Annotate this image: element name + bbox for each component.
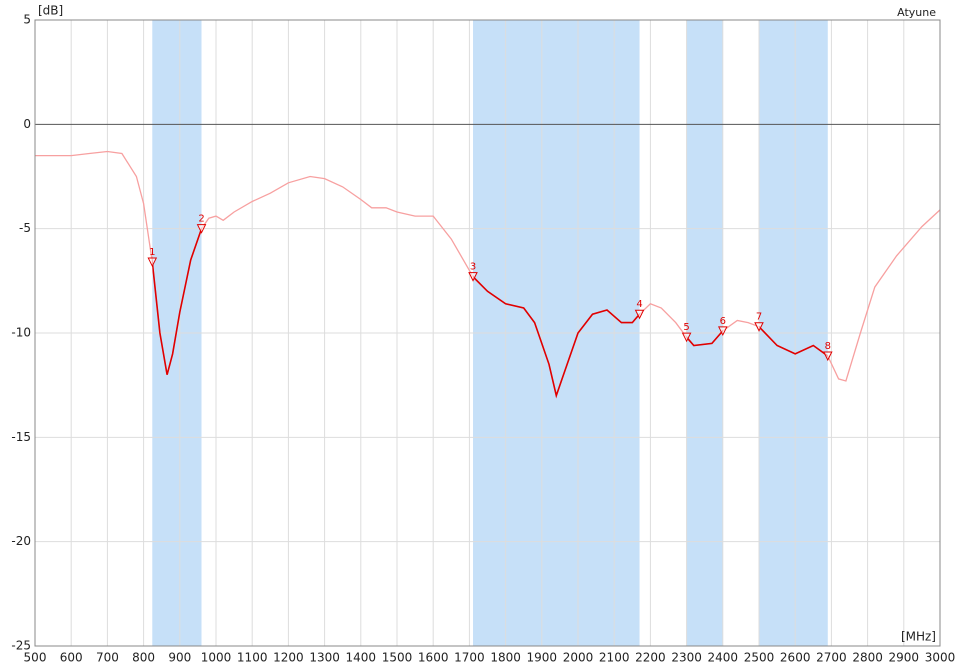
marker-label: 3 — [470, 262, 476, 273]
y-tick-label: -25 — [11, 639, 31, 653]
x-tick-label: 2500 — [744, 651, 775, 665]
marker — [196, 224, 207, 234]
x-tick-label: 1500 — [382, 651, 413, 665]
y-tick-label: -5 — [19, 221, 31, 235]
x-tick-label: 1600 — [418, 651, 449, 665]
marker — [147, 257, 158, 268]
y-unit: [dB] — [38, 4, 63, 18]
y-tick-label: -10 — [11, 326, 31, 340]
marker-label: 6 — [720, 316, 726, 327]
x-tick-label: 2700 — [816, 651, 847, 665]
x-tick-label: 900 — [168, 651, 191, 665]
x-tick-label: 800 — [132, 651, 155, 665]
marker — [681, 332, 692, 343]
x-unit: [MHz] — [901, 630, 936, 644]
marker-label: 5 — [683, 322, 689, 333]
marker-label: 7 — [756, 312, 762, 323]
plot-frame — [34, 19, 941, 647]
marker — [634, 309, 645, 320]
marker-label: 4 — [636, 299, 642, 310]
x-tick-label: 2000 — [563, 651, 594, 665]
x-tick-label: 2400 — [708, 651, 739, 665]
x-tick-label: 1400 — [346, 651, 377, 665]
x-tick-label: 2100 — [599, 651, 630, 665]
x-tick-label: 2800 — [852, 651, 883, 665]
x-tick-label: 1200 — [273, 651, 304, 665]
marker-label: 8 — [825, 341, 831, 352]
marker-label: 2 — [198, 214, 204, 225]
x-tick-label: 1100 — [237, 651, 268, 665]
y-tick-label: 0 — [23, 117, 31, 131]
chart-name: Atyune — [897, 6, 936, 19]
x-tick-label: 1700 — [454, 651, 485, 665]
marker-label: 1 — [149, 247, 155, 258]
x-tick-label: 700 — [96, 651, 119, 665]
x-tick-label: 2200 — [635, 651, 666, 665]
x-tick-label: 2300 — [671, 651, 702, 665]
x-tick-label: 3000 — [925, 651, 956, 665]
marker — [717, 326, 728, 337]
marker — [468, 272, 478, 282]
marker — [754, 322, 764, 332]
marker — [822, 351, 833, 362]
x-tick-label: 1000 — [201, 651, 232, 665]
x-tick-label: 2600 — [780, 651, 811, 665]
x-tick-label: 500 — [24, 651, 47, 665]
y-tick-label: -20 — [11, 534, 31, 548]
y-tick-label: 5 — [23, 13, 31, 27]
x-tick-label: 1300 — [309, 651, 340, 665]
x-tick-label: 1900 — [527, 651, 558, 665]
x-tick-label: 2900 — [889, 651, 920, 665]
x-tick-label: 1800 — [490, 651, 521, 665]
x-tick-label: 600 — [60, 651, 83, 665]
y-tick-label: -15 — [11, 430, 31, 444]
